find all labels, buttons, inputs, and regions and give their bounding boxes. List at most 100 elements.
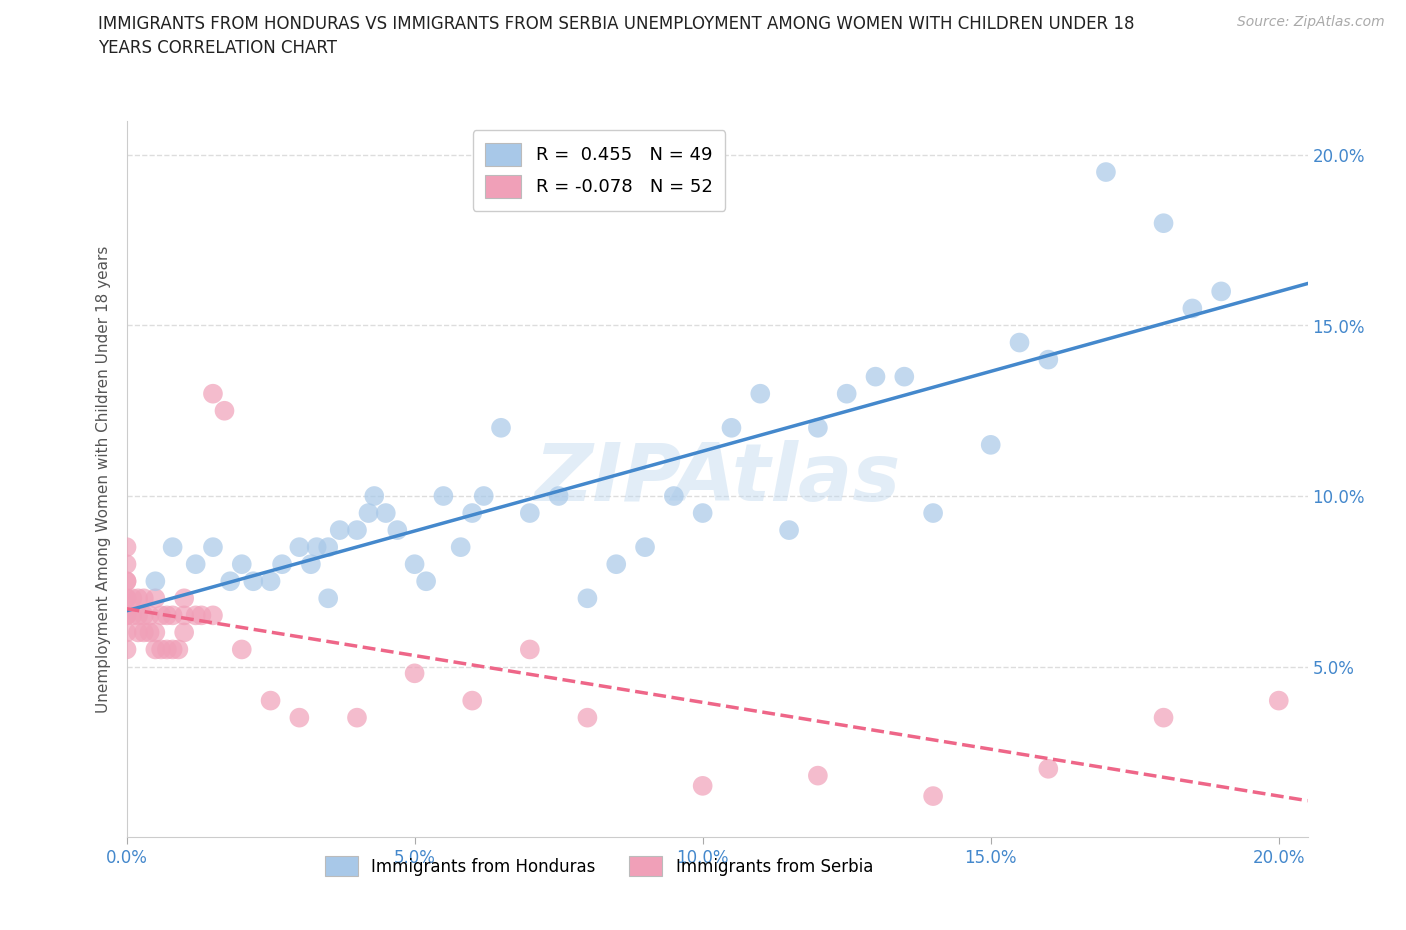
- Point: [138, 625, 160, 640]
- Point: [305, 539, 328, 554]
- Point: [288, 539, 311, 554]
- Point: [121, 608, 143, 623]
- Point: [692, 506, 714, 521]
- Point: [167, 642, 190, 657]
- Point: [127, 608, 149, 623]
- Point: [387, 523, 409, 538]
- Point: [219, 574, 242, 589]
- Point: [450, 539, 472, 554]
- Point: [807, 768, 830, 783]
- Point: [922, 789, 945, 804]
- Point: [404, 666, 426, 681]
- Point: [184, 557, 207, 572]
- Point: [127, 591, 149, 605]
- Point: [980, 437, 1002, 452]
- Point: [415, 574, 437, 589]
- Point: [346, 711, 368, 725]
- Point: [121, 591, 143, 605]
- Point: [150, 608, 173, 623]
- Point: [404, 557, 426, 572]
- Point: [127, 625, 149, 640]
- Point: [173, 608, 195, 623]
- Point: [922, 506, 945, 521]
- Point: [231, 557, 253, 572]
- Point: [1095, 165, 1118, 179]
- Point: [299, 557, 322, 572]
- Point: [461, 506, 484, 521]
- Point: [316, 591, 339, 605]
- Point: [865, 369, 887, 384]
- Point: [138, 608, 160, 623]
- Point: [115, 591, 138, 605]
- Point: [184, 608, 207, 623]
- Point: [143, 574, 166, 589]
- Point: [150, 642, 173, 657]
- Point: [519, 506, 541, 521]
- Point: [115, 574, 138, 589]
- Point: [720, 420, 742, 435]
- Point: [749, 386, 772, 401]
- Point: [605, 557, 627, 572]
- Point: [519, 642, 541, 657]
- Point: [201, 608, 224, 623]
- Point: [807, 420, 830, 435]
- Point: [190, 608, 212, 623]
- Point: [201, 386, 224, 401]
- Point: [242, 574, 264, 589]
- Point: [115, 625, 138, 640]
- Point: [1153, 216, 1175, 231]
- Point: [576, 711, 599, 725]
- Text: IMMIGRANTS FROM HONDURAS VS IMMIGRANTS FROM SERBIA UNEMPLOYMENT AMONG WOMEN WITH: IMMIGRANTS FROM HONDURAS VS IMMIGRANTS F…: [98, 15, 1135, 33]
- Point: [432, 488, 454, 503]
- Point: [143, 642, 166, 657]
- Point: [346, 523, 368, 538]
- Point: [214, 404, 236, 418]
- Point: [634, 539, 657, 554]
- Point: [115, 539, 138, 554]
- Point: [115, 557, 138, 572]
- Point: [259, 574, 281, 589]
- Point: [115, 642, 138, 657]
- Point: [201, 539, 224, 554]
- Point: [363, 488, 385, 503]
- Point: [1268, 693, 1291, 708]
- Point: [374, 506, 396, 521]
- Point: [357, 506, 380, 521]
- Point: [132, 608, 155, 623]
- Point: [662, 488, 685, 503]
- Point: [173, 591, 195, 605]
- Point: [115, 574, 138, 589]
- Point: [1038, 352, 1060, 367]
- Point: [156, 642, 179, 657]
- Point: [472, 488, 495, 503]
- Point: [132, 625, 155, 640]
- Y-axis label: Unemployment Among Women with Children Under 18 years: Unemployment Among Women with Children U…: [96, 246, 111, 712]
- Legend: Immigrants from Honduras, Immigrants from Serbia: Immigrants from Honduras, Immigrants fro…: [318, 850, 880, 883]
- Point: [173, 625, 195, 640]
- Point: [162, 608, 184, 623]
- Point: [835, 386, 858, 401]
- Point: [316, 539, 339, 554]
- Point: [156, 608, 179, 623]
- Point: [1038, 762, 1060, 777]
- Point: [231, 642, 253, 657]
- Point: [162, 539, 184, 554]
- Point: [1181, 301, 1204, 316]
- Point: [489, 420, 512, 435]
- Point: [143, 625, 166, 640]
- Point: [143, 591, 166, 605]
- Point: [692, 778, 714, 793]
- Point: [329, 523, 352, 538]
- Point: [115, 608, 138, 623]
- Point: [271, 557, 294, 572]
- Point: [1153, 711, 1175, 725]
- Point: [132, 591, 155, 605]
- Point: [1008, 335, 1031, 350]
- Text: Source: ZipAtlas.com: Source: ZipAtlas.com: [1237, 15, 1385, 29]
- Point: [778, 523, 800, 538]
- Point: [115, 591, 138, 605]
- Point: [893, 369, 915, 384]
- Point: [461, 693, 484, 708]
- Point: [115, 608, 138, 623]
- Point: [547, 488, 569, 503]
